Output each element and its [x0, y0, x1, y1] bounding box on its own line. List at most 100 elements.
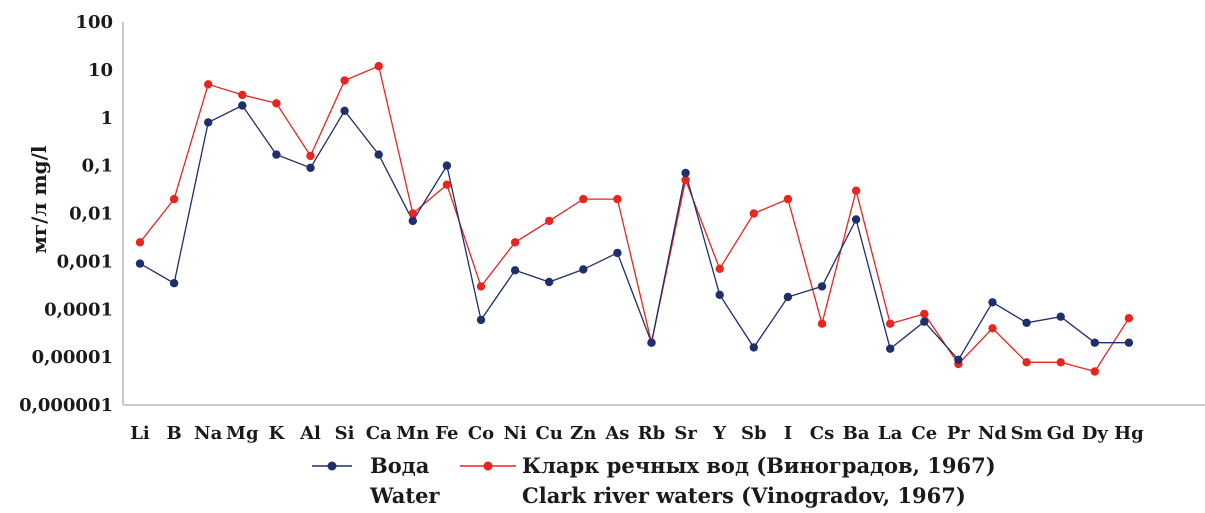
x-tick-label: K [269, 423, 286, 444]
y-tick-label: 0,00001 [32, 347, 113, 368]
data-point-water-Sm [1022, 318, 1031, 327]
data-point-water-I [783, 292, 793, 302]
data-point-water-Li [135, 259, 145, 268]
x-tick-labels: Li B Na Mg K Al Si Ca Mn Fe Co Ni Cu Zn As Rb Sr Y Sb I Cs Ba… [130, 423, 1144, 444]
data-point-water-Ba [851, 215, 861, 224]
y-axis-label: мг/л mg/l [27, 145, 51, 253]
x-tick-label: Co [468, 423, 494, 444]
legend-label-water-ru: Вода [370, 453, 430, 478]
data-point-clark-K [272, 99, 281, 108]
x-tick-label: Cu [535, 423, 562, 444]
x-tick-label: Ba [843, 423, 870, 444]
data-point-clark-Al [306, 151, 315, 161]
x-tick-label: Nd [978, 423, 1007, 444]
data-point-clark-Sm [1022, 358, 1031, 367]
x-tick-label: As [604, 423, 629, 444]
x-tick-label: Pr [947, 423, 971, 444]
y-tick-label: 0,000001 [19, 395, 113, 416]
y-tick-labels: 100 10 1 0,1 0,01 0,001 0,0001 0,00001 0,000001 [19, 12, 113, 416]
legend-label-water-en: Water [370, 483, 440, 508]
data-point-water-K [272, 150, 281, 159]
data-point-water-Mn [408, 216, 417, 226]
series-line-clark [139, 65, 1130, 373]
series-points [135, 61, 1134, 376]
data-point-water-La [886, 344, 895, 353]
data-point-clark-Ce [920, 309, 929, 319]
x-tick-label: Al [299, 423, 321, 444]
data-point-clark-Cu [545, 216, 554, 226]
x-tick-label: Mg [226, 423, 259, 444]
data-point-water-Nd [988, 298, 997, 307]
y-tick-label: 0,1 [82, 156, 113, 177]
data-point-clark-Ca [374, 61, 383, 71]
data-point-clark-As [613, 194, 622, 204]
data-point-clark-Nd [988, 324, 997, 333]
x-tick-label: Gd [1047, 423, 1075, 444]
x-tick-label: Li [130, 423, 150, 444]
data-point-clark-Sr [681, 175, 690, 185]
data-point-water-Dy [1090, 338, 1100, 347]
axes [122, 22, 1205, 406]
data-point-clark-Gd [1056, 358, 1065, 367]
data-point-clark-Mg [238, 90, 247, 100]
data-point-clark-Ba [851, 186, 861, 195]
x-tick-label: Ce [911, 423, 937, 444]
data-point-water-Fe [442, 161, 452, 170]
x-tick-label: Ni [503, 423, 526, 444]
data-point-water-As [613, 248, 622, 258]
data-point-water-Si [340, 106, 349, 116]
data-point-water-Ce [920, 317, 929, 326]
data-point-water-Cu [545, 277, 554, 287]
data-point-water-Pr [954, 355, 963, 364]
data-point-clark-Mn [408, 209, 417, 218]
data-point-water-Mg [238, 101, 247, 110]
legend-swatch-clark [460, 461, 516, 471]
y-tick-label: 0,001 [57, 251, 113, 272]
legend-label-clark-en: Clark river waters (Vinogradov, 1967) [522, 483, 966, 508]
data-point-water-Y [715, 290, 724, 299]
data-point-water-Cs [817, 282, 827, 291]
data-point-clark-Fe [442, 180, 452, 189]
data-point-water-Na [204, 118, 213, 127]
data-point-water-B [169, 279, 179, 288]
data-point-water-Rb [647, 338, 656, 347]
data-point-water-Al [306, 163, 315, 172]
x-tick-label: Sb [741, 423, 767, 444]
data-point-water-Ni [510, 266, 520, 275]
x-tick-label: Dy [1082, 423, 1109, 444]
x-tick-label: Fe [435, 423, 458, 444]
line-chart: 1001010,10,010,0010,00010,000010,000001 … [19, 12, 1205, 444]
series-line-water [139, 104, 1129, 361]
legend: Вода Water Кларк речных вод (Виноградов,… [310, 452, 1190, 512]
x-tick-label: Ca [366, 423, 392, 444]
x-tick-label: Sr [674, 423, 697, 444]
x-tick-label: Mn [396, 423, 429, 444]
x-tick-label: Rb [638, 423, 666, 444]
data-point-clark-La [886, 319, 895, 328]
x-tick-label: Na [194, 423, 222, 444]
data-point-water-Ca [374, 150, 383, 159]
data-point-water-Co [476, 315, 486, 325]
data-point-clark-Y [715, 264, 724, 273]
legend-label-clark-ru: Кларк речных вод (Виноградов, 1967) [522, 453, 996, 478]
data-point-clark-I [783, 194, 793, 204]
y-tick-label: 0,0001 [44, 299, 113, 320]
x-tick-label: B [166, 423, 181, 444]
data-point-water-Sr [681, 168, 690, 178]
x-tick-label: Sm [1011, 423, 1043, 444]
data-point-water-Gd [1056, 312, 1065, 321]
data-point-clark-Na [204, 80, 213, 89]
data-point-clark-Si [340, 76, 349, 85]
data-point-clark-Sb [749, 209, 758, 218]
data-point-clark-B [169, 194, 179, 204]
x-tick-label: I [784, 423, 792, 444]
y-tick-label: 0,01 [69, 204, 113, 225]
data-point-clark-Hg [1124, 314, 1134, 323]
legend-swatch-water [312, 461, 352, 471]
data-point-clark-Co [476, 282, 486, 291]
y-tick-label: 100 [75, 12, 113, 33]
data-point-clark-Cs [817, 319, 827, 328]
x-tick-label: Cs [810, 423, 834, 444]
x-tick-label: La [878, 423, 903, 444]
data-point-clark-Dy [1090, 367, 1100, 376]
